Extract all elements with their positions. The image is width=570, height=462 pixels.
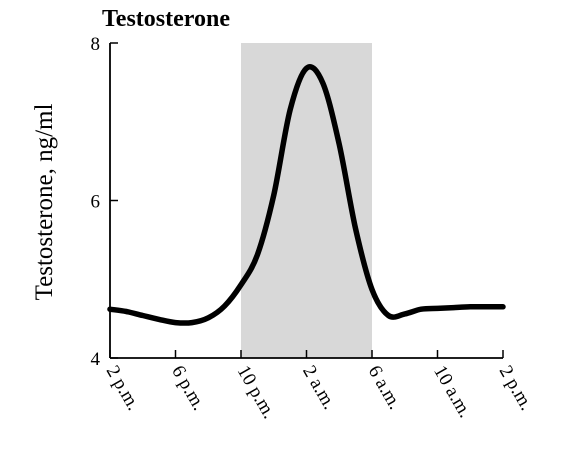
x-tick-label: 6 p.m. [167, 362, 209, 414]
x-tick-label: 2 p.m. [102, 362, 144, 414]
x-tick-label: 10 p.m. [233, 362, 280, 422]
y-tick-label: 4 [91, 349, 101, 370]
chart-title: Testosterone [102, 6, 230, 32]
x-tick-label: 2 a.m. [298, 362, 340, 413]
x-tick-label: 10 a.m. [429, 362, 475, 421]
y-tick-label: 8 [91, 34, 101, 55]
x-axis-ticks: 2 p.m. 6 p.m. 10 p.m. 2 a.m. 6 a.m. 10 a.m. 2 … [102, 350, 537, 422]
x-tick-label: 6 a.m. [364, 362, 406, 413]
y-axis-ticks: 4 6 8 [91, 34, 118, 370]
testosterone-series-line [107, 64, 506, 326]
x-tick-label: 2 p.m. [495, 362, 537, 414]
y-tick-label: 6 [91, 192, 101, 213]
y-axis-label: Testosterone, ng/ml [31, 104, 58, 301]
